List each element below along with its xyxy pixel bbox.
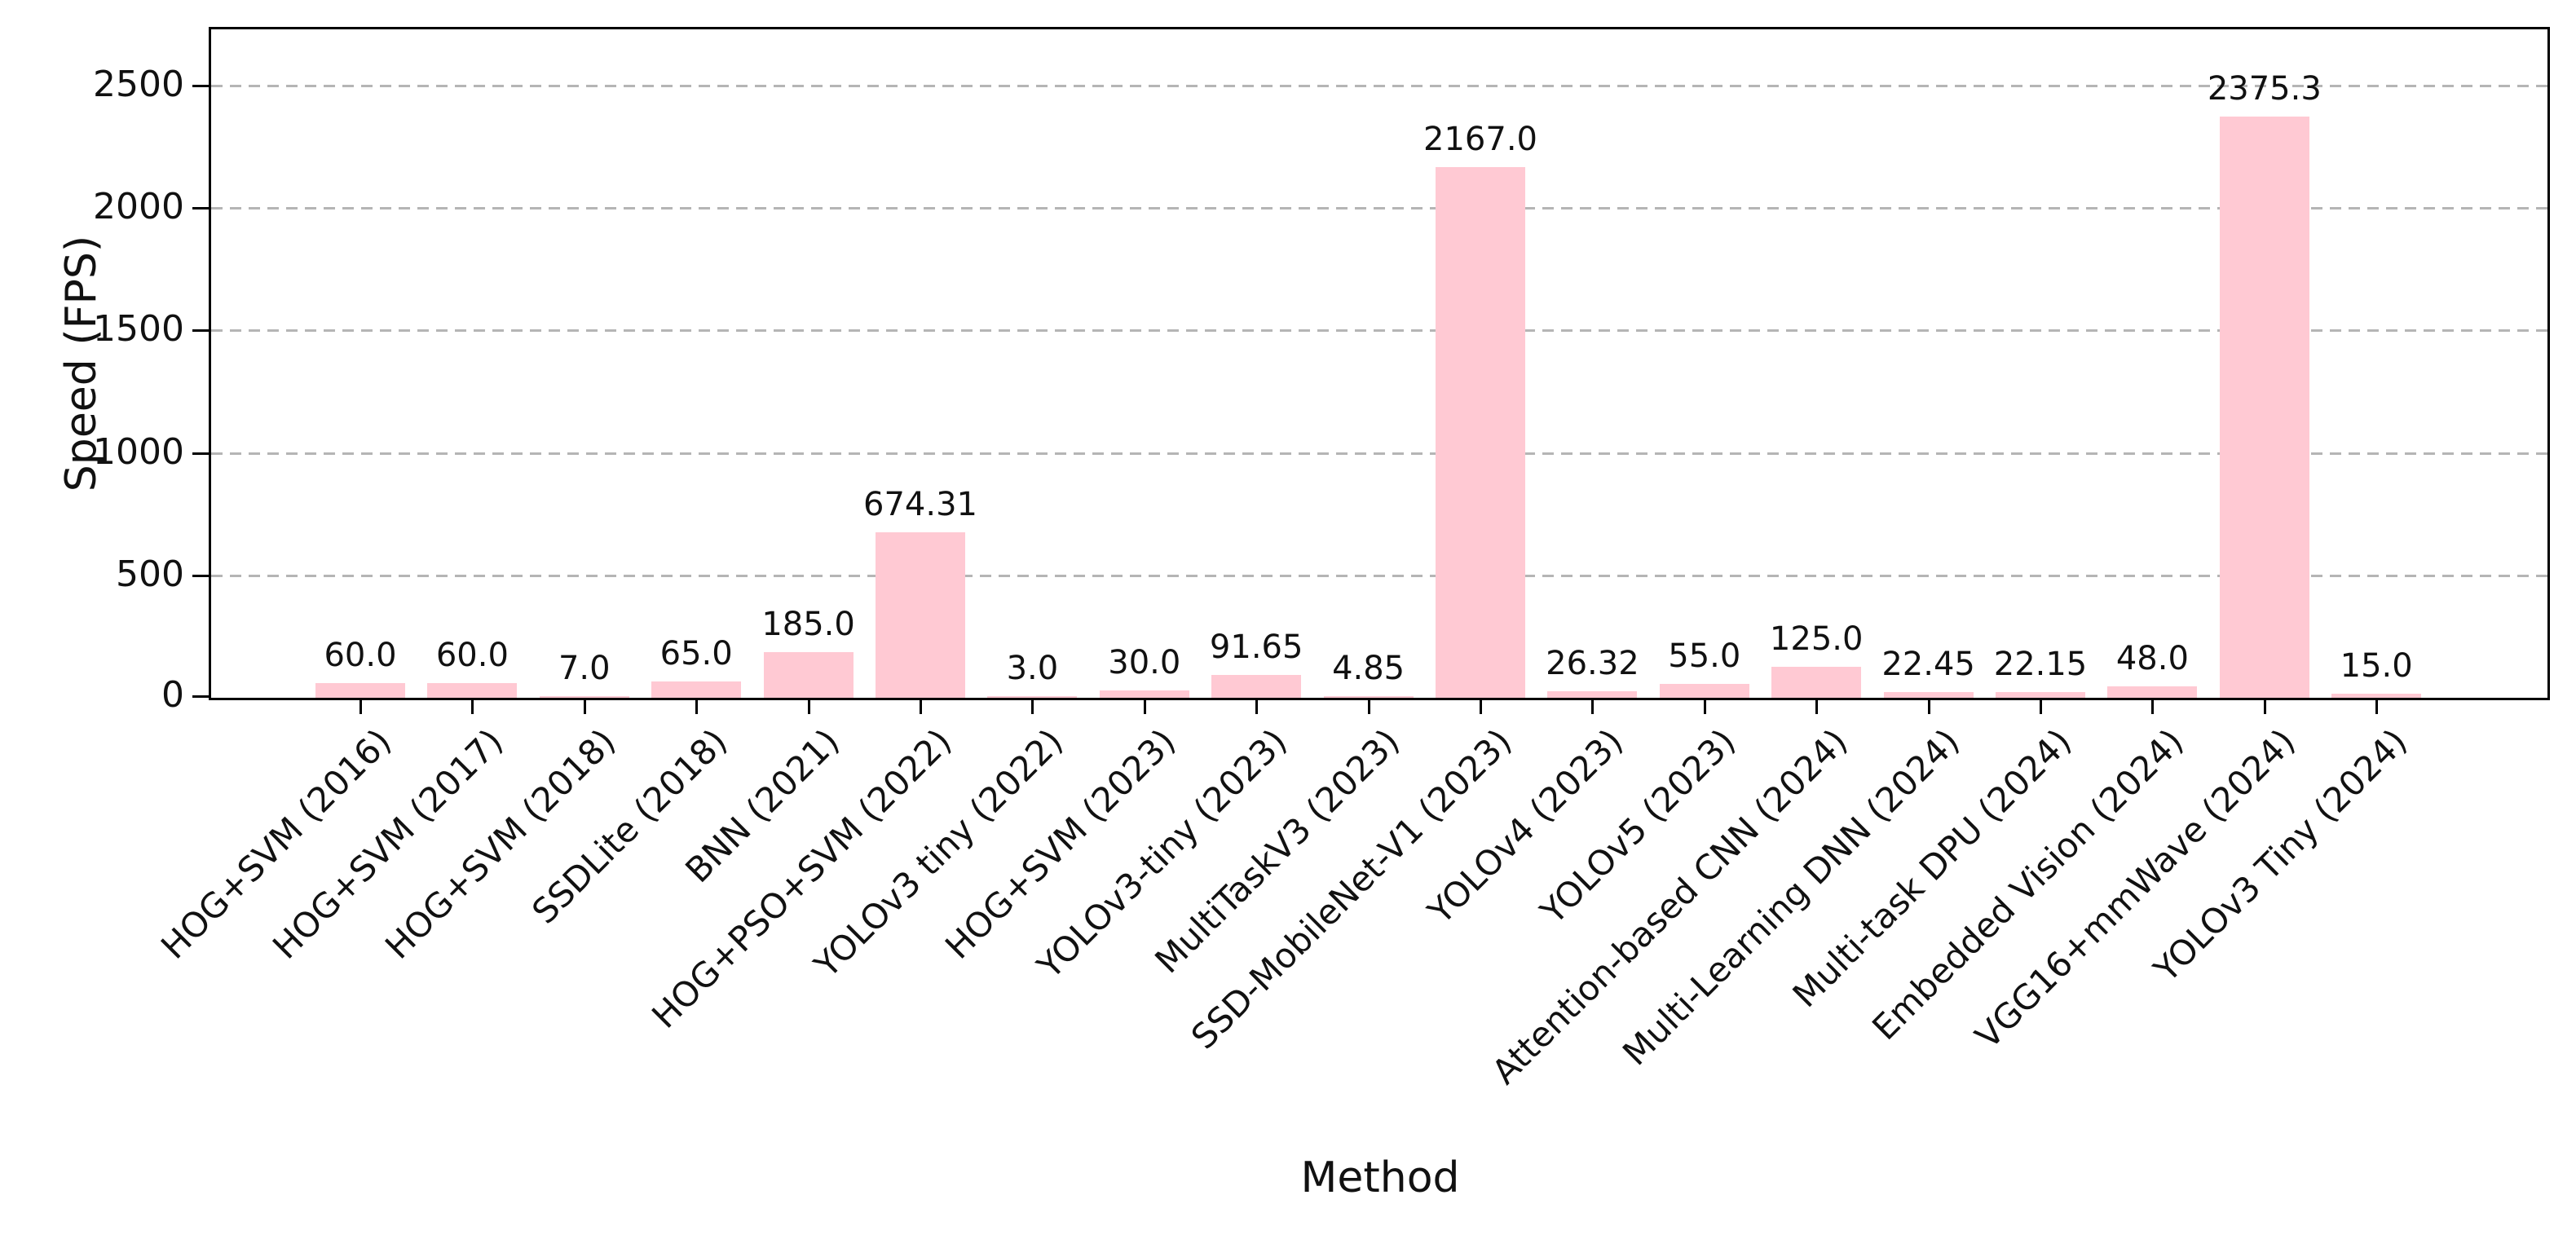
bar-9 — [1323, 696, 1414, 698]
bar-6 — [987, 696, 1078, 698]
bar-value-label: 185.0 — [761, 606, 855, 644]
plot-inner: 60.0 60.0 7.0 65.0 185.0 674.31 3.0 30.0 91.65 4.… — [211, 29, 2547, 698]
y-tick-label: 1000 — [93, 430, 184, 473]
gridline-1000 — [211, 452, 2547, 455]
x-tick-mark — [807, 700, 810, 714]
bar-11 — [1547, 691, 1638, 698]
x-tick-mark — [1927, 700, 1930, 714]
x-axis-title: Method — [1300, 1153, 1460, 1202]
x-tick-mark — [695, 700, 699, 714]
bar-value-label: 60.0 — [324, 636, 397, 674]
y-tick-mark — [192, 329, 209, 333]
x-tick-mark — [471, 700, 474, 714]
bar-value-label: 65.0 — [659, 635, 733, 673]
bar-16 — [2107, 686, 2198, 698]
x-tick-mark — [1031, 700, 1034, 714]
x-tick-mark — [1480, 700, 1482, 714]
x-tick-mark — [1703, 700, 1706, 714]
y-tick-label: 2000 — [93, 186, 184, 228]
y-tick-mark — [192, 85, 209, 88]
bar-2 — [539, 695, 629, 698]
bar-value-label: 4.85 — [1332, 650, 1405, 687]
bar-12 — [1659, 684, 1749, 698]
bar-value-label: 22.45 — [1881, 646, 1975, 684]
x-tick-mark — [2151, 700, 2155, 714]
x-tick-mark — [1367, 700, 1370, 714]
bar-value-label: 91.65 — [1209, 628, 1303, 667]
bar-1 — [427, 682, 518, 698]
y-tick-mark — [192, 452, 209, 455]
bar-10 — [1436, 167, 1525, 698]
bar-value-label: 3.0 — [1006, 650, 1059, 687]
y-tick-label: 1500 — [93, 308, 184, 351]
x-tick-label: SSDLite (2018) — [524, 721, 735, 932]
bar-value-label: 7.0 — [558, 649, 611, 687]
x-tick-mark — [920, 700, 922, 714]
bar-17 — [2219, 116, 2309, 698]
y-tick-mark — [192, 695, 209, 698]
x-tick-label: YOLOv5 (2023) — [1532, 721, 1744, 932]
bar-value-label: 26.32 — [1546, 645, 1639, 683]
plot-area: 60.0 60.0 7.0 65.0 185.0 674.31 3.0 30.0 91.65 4.… — [209, 27, 2550, 700]
x-tick-mark — [2263, 700, 2266, 714]
x-tick-mark — [1143, 700, 1146, 714]
bar-value-label: 60.0 — [435, 636, 509, 674]
x-tick-label: YOLOv4 (2023) — [1420, 721, 1631, 932]
bar-14 — [1883, 692, 1974, 698]
bar-7 — [1099, 690, 1189, 698]
bar-value-label: 15.0 — [2340, 647, 2413, 686]
bar-value-label: 48.0 — [2115, 639, 2189, 677]
bar-value-label: 2375.3 — [2207, 69, 2322, 108]
gridline-2500 — [211, 85, 2547, 88]
bar-5 — [876, 532, 965, 698]
bar-value-label: 22.15 — [1993, 646, 2088, 684]
gridline-1500 — [211, 329, 2547, 333]
y-tick-label: 0 — [161, 674, 184, 716]
x-tick-mark — [2040, 700, 2042, 714]
bar-3 — [651, 681, 742, 698]
gridline-500 — [211, 574, 2547, 577]
y-tick-mark — [192, 574, 209, 577]
bar-value-label: 2167.0 — [1423, 121, 1537, 159]
y-tick-mark — [192, 207, 209, 210]
bar-15 — [1996, 692, 2085, 698]
bar-value-label: 30.0 — [1108, 643, 1181, 681]
bar-8 — [1211, 675, 1302, 698]
y-tick-label: 500 — [116, 553, 184, 595]
x-tick-mark — [359, 700, 362, 714]
x-tick-mark — [1255, 700, 1259, 714]
gridline-2000 — [211, 207, 2547, 210]
x-tick-mark — [583, 700, 586, 714]
x-tick-mark — [1815, 700, 1819, 714]
x-tick-mark — [2375, 700, 2379, 714]
bar-value-label: 674.31 — [863, 486, 977, 524]
bar-value-label: 125.0 — [1769, 620, 1864, 659]
bar-18 — [2331, 694, 2422, 698]
y-tick-label: 2500 — [93, 64, 184, 106]
bar-0 — [315, 682, 405, 698]
bar-4 — [763, 652, 854, 698]
bar-value-label: 55.0 — [1668, 637, 1741, 676]
x-tick-mark — [1591, 700, 1595, 714]
bar-13 — [1771, 667, 1862, 698]
